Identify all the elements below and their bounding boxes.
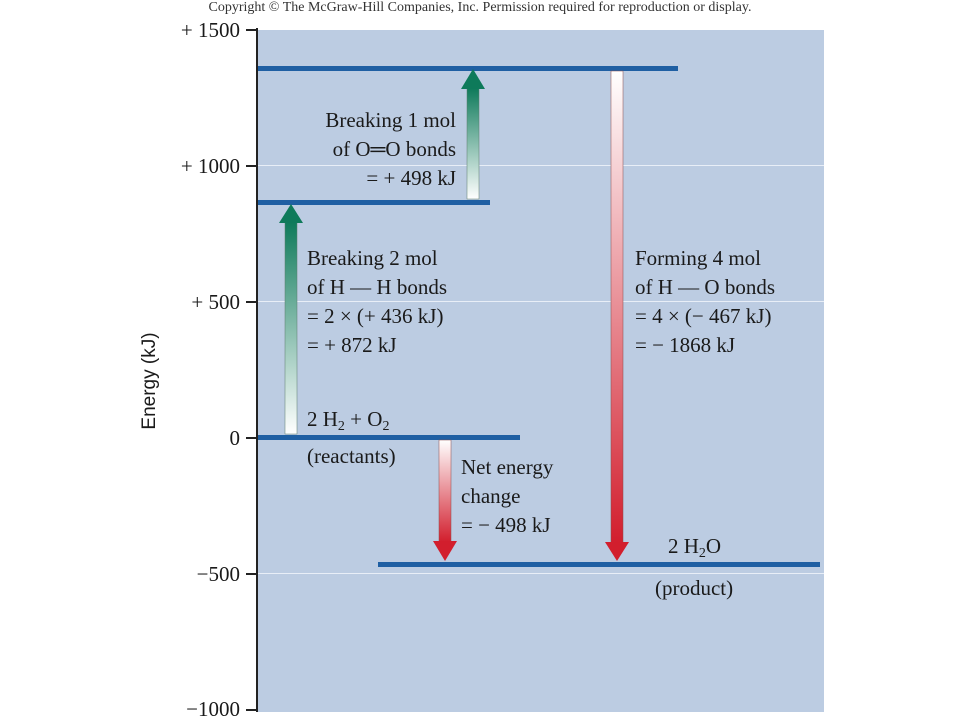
arrow-net-change [433, 439, 457, 561]
y-tick-label: + 500 [191, 290, 240, 314]
formula-part: 2 H [307, 407, 338, 431]
y-tick [246, 437, 258, 439]
label-line: of H — O bonds [635, 275, 775, 299]
y-tick-label: + 1500 [180, 18, 240, 42]
label-line: of O═O bonds [332, 137, 456, 161]
product-formula: 2 H2O [668, 532, 721, 561]
label-line: Breaking 2 mol [307, 246, 438, 270]
y-tick [246, 709, 258, 711]
label-line: = 2 × (+ 436 kJ) [307, 304, 444, 328]
y-tick [246, 301, 258, 303]
formula-part: 2 H [668, 534, 699, 558]
formula-subscript: 2 [382, 419, 390, 434]
y-tick [246, 573, 258, 575]
formula-subscript: 2 [337, 419, 345, 434]
label-line: change [461, 484, 521, 508]
y-tick-label: −500 [196, 562, 240, 586]
label-line: = 4 × (− 467 kJ) [635, 304, 772, 328]
formula-subscript: 2 [698, 546, 706, 561]
formula-part: + O [344, 407, 383, 431]
label-forming-ho: Forming 4 mol of H — O bonds = 4 × (− 46… [635, 244, 775, 360]
level-oo-broken [258, 66, 678, 71]
reactants-caption: (reactants) [307, 444, 396, 468]
product-caption: (product) [655, 576, 734, 600]
label-line: Breaking 1 mol [325, 108, 456, 132]
label-breaking-oo: Breaking 1 mol of O═O bonds = + 498 kJ [280, 106, 456, 193]
reactants-formula: 2 H2 + O2 [307, 405, 389, 434]
arrow-hh-breaking [279, 204, 303, 435]
arrow-oo-breaking [461, 69, 485, 200]
label-line: = + 498 kJ [366, 166, 456, 190]
label-line: of H — H bonds [307, 275, 447, 299]
level-reactants [258, 435, 520, 440]
y-tick-label: −1000 [186, 697, 240, 721]
copyright-notice: Copyright © The McGraw-Hill Companies, I… [208, 0, 752, 15]
label-line: Forming 4 mol [635, 246, 762, 270]
y-tick-label: + 1000 [180, 154, 240, 178]
level-product [378, 562, 820, 567]
plot-area [258, 30, 824, 712]
label-breaking-hh: Breaking 2 mol of H — H bonds = 2 × (+ 4… [307, 244, 447, 360]
gridline-1000 [258, 165, 824, 166]
gridline-500 [258, 301, 824, 302]
label-net-change: Net energy change = − 498 kJ [461, 453, 553, 540]
gridline-neg500 [258, 573, 824, 574]
y-tick [246, 165, 258, 167]
y-tick [246, 29, 258, 31]
y-tick-label: 0 [229, 426, 241, 450]
y-axis [256, 28, 258, 712]
label-line: = + 872 kJ [307, 333, 397, 357]
label-line: Net energy [461, 455, 554, 479]
label-line: = − 1868 kJ [635, 333, 736, 357]
arrow-ho-forming [605, 70, 629, 561]
label-line: = − 498 kJ [461, 513, 551, 537]
level-hh-broken [258, 200, 490, 205]
formula-part: O [705, 534, 722, 558]
